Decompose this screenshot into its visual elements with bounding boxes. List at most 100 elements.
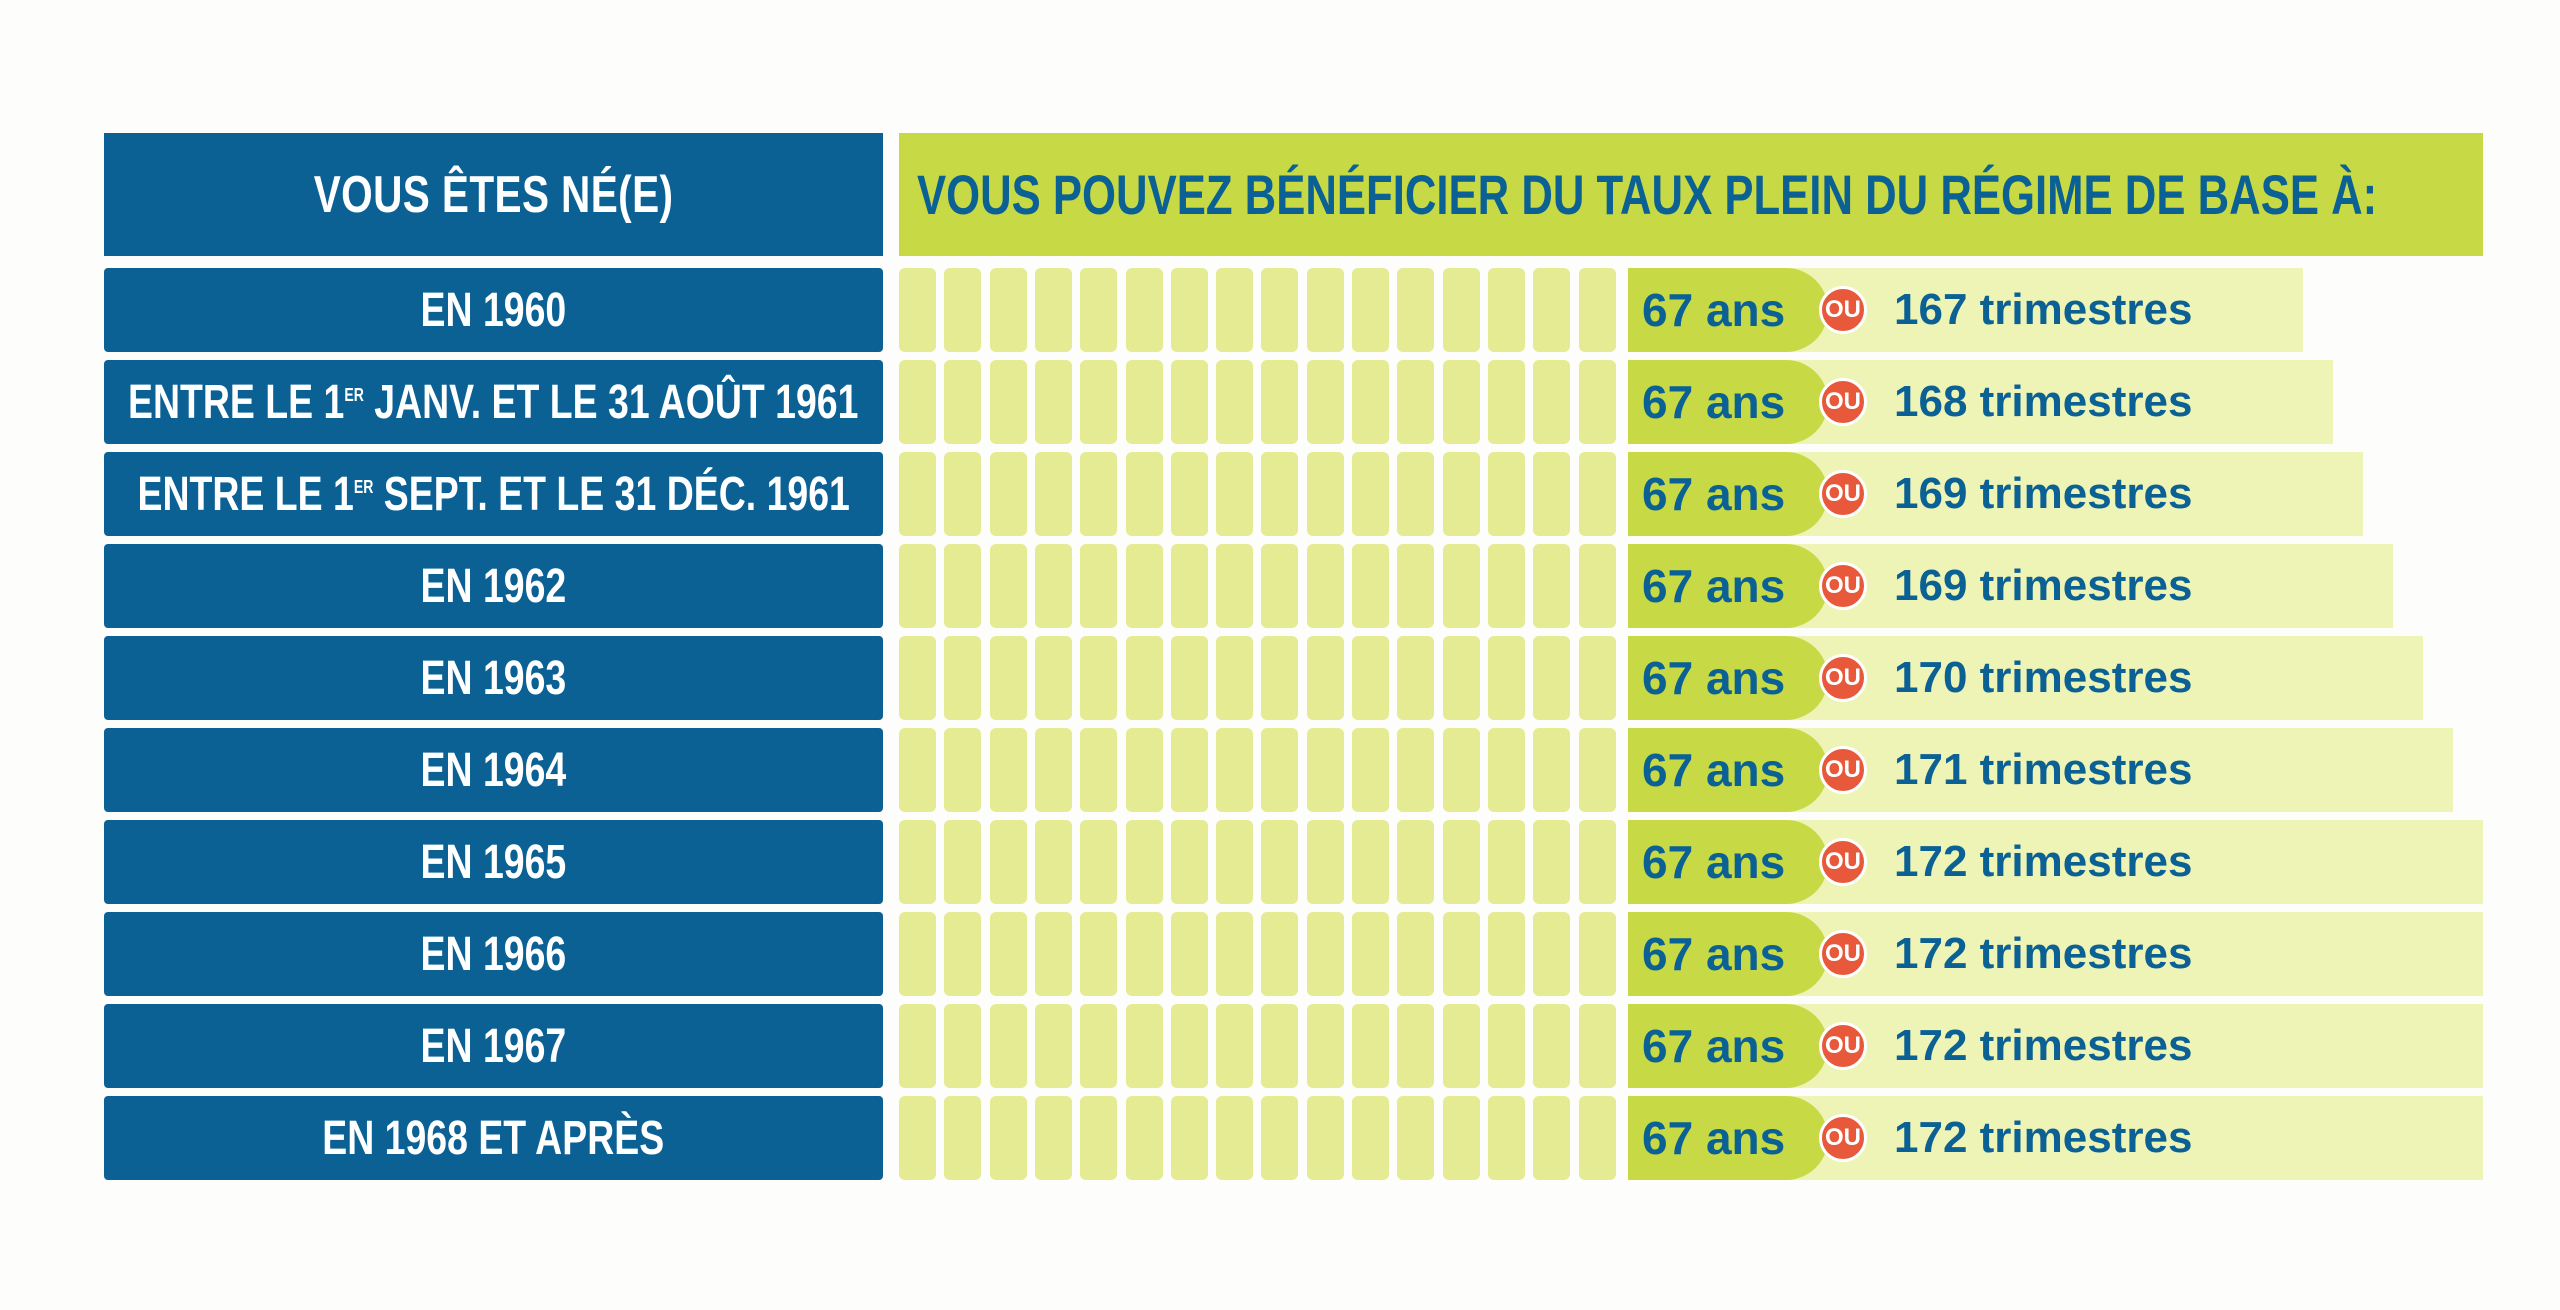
track-cell — [1443, 268, 1480, 352]
track-cell — [1488, 268, 1525, 352]
track-cell — [1488, 1004, 1525, 1088]
birth-period-label: EN 1962 — [420, 559, 567, 613]
birth-period-label-end: JANV. ET LE 31 AOÛT 1961 — [364, 375, 859, 429]
track-cell — [1171, 1096, 1208, 1180]
track-cell — [1307, 1096, 1344, 1180]
track-cell — [1216, 360, 1253, 444]
track-cell — [1126, 360, 1163, 444]
track-cell — [1533, 636, 1570, 720]
birth-period-label-start: ENTRE LE 1 — [128, 375, 345, 429]
track-cell — [1488, 360, 1525, 444]
track-cell — [1307, 1004, 1344, 1088]
age-value: 67 ans — [1628, 360, 1828, 444]
track-cell — [1443, 544, 1480, 628]
ou-badge: OU — [1819, 1022, 1867, 1070]
track-cell — [1216, 268, 1253, 352]
quarters-value: 170 trimestres — [1894, 653, 2193, 702]
eligibility-column-header: VOUS POUVEZ BÉNÉFICIER DU TAUX PLEIN DU … — [899, 133, 2483, 256]
track-cell — [1533, 268, 1570, 352]
track-cell — [1443, 820, 1480, 904]
track-cell — [1261, 912, 1298, 996]
track-cell — [1397, 636, 1434, 720]
ou-badge: OU — [1819, 838, 1867, 886]
birth-period-label: EN 1967 — [420, 1019, 567, 1073]
age-value: 67 ans — [1628, 268, 1828, 352]
track-cell — [1126, 728, 1163, 812]
track-cell — [1488, 636, 1525, 720]
birth-period-cell: EN 1965 — [104, 820, 883, 904]
track-cell — [1352, 912, 1389, 996]
track-cell — [1488, 912, 1525, 996]
ordinal-suffix: ER — [353, 476, 374, 497]
track-cell — [1126, 912, 1163, 996]
track-cell — [1261, 268, 1298, 352]
birth-period-cell: EN 1966 — [104, 912, 883, 996]
track-cell — [899, 452, 936, 536]
track-cell — [1488, 820, 1525, 904]
track-cell — [1397, 452, 1434, 536]
track-cell — [1533, 820, 1570, 904]
birth-period-label: EN 1965 — [420, 835, 567, 889]
track-cell — [944, 912, 981, 996]
track-cell — [1171, 544, 1208, 628]
track-cell — [1307, 268, 1344, 352]
result-bar: 67 ans OU 170 trimestres — [1628, 636, 2423, 720]
birth-period-cell: ENTRE LE 1ER SEPT. ET LE 31 DÉC. 1961 — [104, 452, 883, 536]
track-cell — [1579, 912, 1616, 996]
track-cell — [1261, 544, 1298, 628]
track-cell — [1397, 1004, 1434, 1088]
track-cell — [1035, 636, 1072, 720]
track-cell — [1307, 360, 1344, 444]
track-cell — [1126, 544, 1163, 628]
track-cell — [1352, 452, 1389, 536]
birth-column-header: VOUS ÊTES NÉ(E) — [104, 133, 883, 256]
ordinal-suffix: ER — [344, 384, 365, 405]
age-value: 67 ans — [1628, 452, 1828, 536]
track-cell — [1035, 1096, 1072, 1180]
result-bar: 67 ans OU 167 trimestres — [1628, 268, 2303, 352]
birth-period-label: EN 1960 — [420, 283, 567, 337]
track-cell — [1579, 544, 1616, 628]
track-cell — [899, 912, 936, 996]
result-bar: 67 ans OU 172 trimestres — [1628, 1004, 2483, 1088]
ou-badge: OU — [1819, 930, 1867, 978]
track-cell — [1216, 636, 1253, 720]
track-cell — [1397, 820, 1434, 904]
birth-period-cell: EN 1968 ET APRÈS — [104, 1096, 883, 1180]
track-cell — [1397, 728, 1434, 812]
track-cell — [1579, 636, 1616, 720]
track-cell — [1126, 636, 1163, 720]
result-bar: 67 ans OU 168 trimestres — [1628, 360, 2333, 444]
track-cell — [944, 820, 981, 904]
track-cell — [1352, 1004, 1389, 1088]
track-cell — [1307, 912, 1344, 996]
track-cell — [990, 452, 1027, 536]
track-cell — [1035, 1004, 1072, 1088]
result-bar: 67 ans OU 172 trimestres — [1628, 820, 2483, 904]
track-cell — [1216, 820, 1253, 904]
quarters-value: 172 trimestres — [1894, 929, 2193, 978]
track-cell — [1533, 360, 1570, 444]
track-cell — [944, 636, 981, 720]
track-cell — [1443, 728, 1480, 812]
track-cell — [1261, 360, 1298, 444]
track-cell — [1261, 728, 1298, 812]
birth-period-label: EN 1968 ET APRÈS — [322, 1111, 665, 1165]
age-value: 67 ans — [1628, 544, 1828, 628]
track-cell — [1080, 268, 1117, 352]
quarters-value: 172 trimestres — [1894, 1113, 2193, 1162]
track-cell — [1307, 544, 1344, 628]
track-cell — [1397, 360, 1434, 444]
track-cell — [1035, 360, 1072, 444]
track-cell — [1080, 1004, 1117, 1088]
age-value: 67 ans — [1628, 636, 1828, 720]
track-cell — [1035, 728, 1072, 812]
track-cell — [899, 544, 936, 628]
track-cell — [944, 268, 981, 352]
track-cell — [1080, 544, 1117, 628]
track-cell — [1126, 1096, 1163, 1180]
track-cell — [1261, 1004, 1298, 1088]
birth-period-label: ENTRE LE 1ER SEPT. ET LE 31 DÉC. 1961 — [137, 467, 849, 522]
track-cell — [1261, 636, 1298, 720]
track-cell — [1443, 1096, 1480, 1180]
